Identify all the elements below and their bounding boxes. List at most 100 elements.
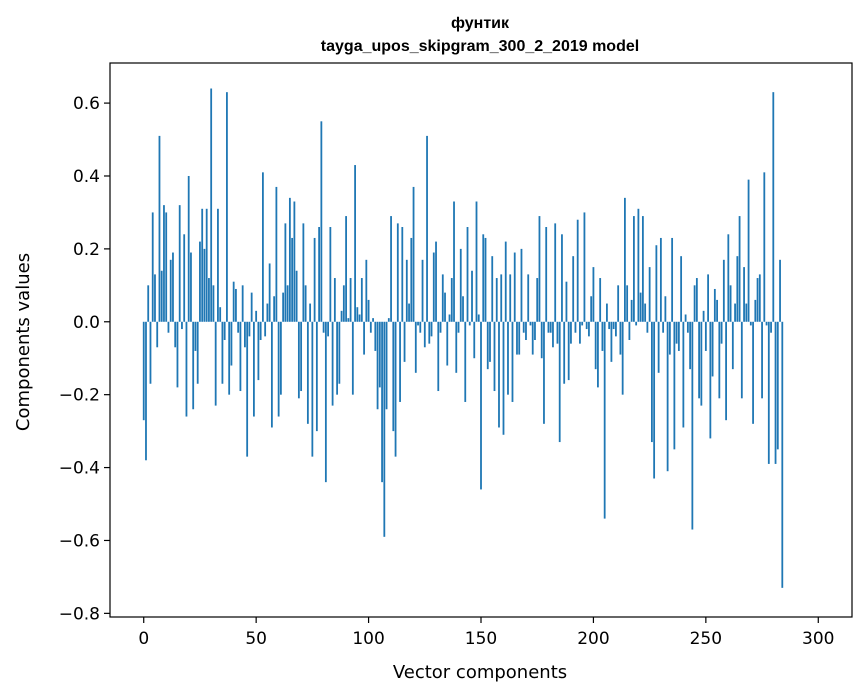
bar-component-97 bbox=[360, 278, 363, 322]
bar-component-204 bbox=[601, 321, 604, 351]
y-tick-label: 0.6 bbox=[73, 94, 100, 114]
bar-component-184 bbox=[556, 321, 559, 344]
bar-component-224 bbox=[646, 321, 649, 333]
bar-component-126 bbox=[426, 135, 428, 322]
bar-component-210 bbox=[615, 321, 617, 337]
bar-component-34 bbox=[219, 307, 222, 322]
bar-component-54 bbox=[264, 321, 267, 337]
bar-component-36 bbox=[223, 321, 226, 340]
plot-frame bbox=[109, 62, 853, 618]
bar-component-170 bbox=[525, 321, 527, 340]
bar-component-222 bbox=[641, 216, 644, 322]
bar-component-255 bbox=[716, 299, 718, 322]
bar-component-209 bbox=[612, 321, 615, 330]
bar-component-104 bbox=[376, 321, 379, 410]
bar-component-247 bbox=[698, 321, 700, 399]
bar-component-278 bbox=[767, 321, 770, 464]
bar-component-140 bbox=[457, 321, 460, 333]
bar-component-168 bbox=[520, 248, 523, 322]
bar-component-150 bbox=[480, 321, 482, 490]
y-tick-label: 0.2 bbox=[73, 240, 100, 260]
bar-component-50 bbox=[255, 310, 258, 322]
bar-component-37 bbox=[226, 92, 228, 322]
bar-component-74 bbox=[309, 303, 312, 322]
bar-component-230 bbox=[659, 237, 662, 322]
bar-component-3 bbox=[149, 321, 152, 384]
bar-component-157 bbox=[495, 278, 498, 322]
bar-component-174 bbox=[534, 321, 536, 340]
bar-component-271 bbox=[752, 321, 754, 424]
x-tick-label: 250 bbox=[690, 629, 722, 649]
bar-component-165 bbox=[513, 252, 516, 322]
bar-component-188 bbox=[565, 281, 568, 322]
bar-component-86 bbox=[336, 321, 338, 395]
bar-component-262 bbox=[731, 321, 734, 370]
bar-component-133 bbox=[441, 274, 444, 322]
bar-component-116 bbox=[403, 321, 406, 362]
bar-component-24 bbox=[196, 321, 199, 384]
bar-component-129 bbox=[432, 252, 435, 322]
bar-component-242 bbox=[686, 321, 689, 333]
bar-component-33 bbox=[217, 208, 219, 322]
y-axis-ticks: −0.8 −0.6 −0.4 −0.2 0.0 0.2 0.4 0.6 bbox=[59, 94, 110, 624]
bar-component-113 bbox=[396, 223, 399, 322]
bar-component-103 bbox=[374, 321, 377, 351]
bar-component-12 bbox=[169, 259, 172, 322]
bar-component-219 bbox=[635, 321, 638, 326]
bar-component-8 bbox=[160, 270, 163, 322]
bar-component-30 bbox=[210, 88, 213, 322]
bar-component-27 bbox=[203, 248, 206, 322]
bar-component-282 bbox=[776, 321, 779, 450]
bar-component-40 bbox=[232, 281, 235, 322]
bar-component-279 bbox=[770, 321, 772, 333]
bar-component-172 bbox=[529, 321, 532, 326]
bar-component-206 bbox=[606, 303, 608, 322]
bar-component-151 bbox=[482, 234, 485, 322]
bar-component-217 bbox=[630, 299, 633, 322]
bar-component-106 bbox=[381, 321, 383, 483]
bar-component-208 bbox=[610, 321, 613, 362]
bar-component-176 bbox=[538, 216, 541, 322]
bar-component-248 bbox=[700, 321, 703, 406]
bar-component-183 bbox=[554, 223, 557, 322]
bar-component-194 bbox=[579, 321, 581, 344]
bar-component-251 bbox=[707, 274, 709, 322]
bar-component-167 bbox=[518, 321, 521, 355]
bar-component-235 bbox=[671, 237, 674, 322]
bar-component-267 bbox=[743, 267, 745, 322]
bar-component-23 bbox=[194, 321, 197, 351]
bar-component-22 bbox=[192, 321, 195, 410]
bar-component-0 bbox=[142, 321, 145, 421]
bar-component-264 bbox=[736, 256, 739, 322]
y-axis-label: Components values bbox=[13, 253, 34, 431]
bar-component-283 bbox=[779, 259, 781, 322]
bar-component-38 bbox=[228, 321, 231, 395]
bar-component-14 bbox=[174, 321, 177, 348]
bar-component-154 bbox=[489, 321, 491, 362]
bar-component-216 bbox=[628, 321, 631, 340]
bar-component-141 bbox=[459, 248, 462, 322]
bar-component-78 bbox=[318, 227, 321, 322]
bar-component-75 bbox=[311, 321, 314, 457]
x-tick-label: 200 bbox=[577, 629, 609, 649]
bar-component-112 bbox=[394, 321, 397, 457]
bar-component-31 bbox=[212, 285, 215, 322]
bar-component-281 bbox=[774, 321, 777, 464]
bar-component-76 bbox=[313, 237, 316, 322]
bar-component-87 bbox=[338, 321, 341, 384]
bar-component-226 bbox=[650, 321, 653, 443]
bar-component-65 bbox=[288, 197, 291, 322]
bar-component-125 bbox=[423, 321, 426, 348]
bar-component-51 bbox=[257, 321, 260, 381]
bar-component-57 bbox=[270, 321, 273, 428]
bar-component-153 bbox=[486, 321, 489, 370]
bar-component-203 bbox=[599, 278, 602, 322]
bar-component-11 bbox=[167, 321, 170, 333]
bar-component-84 bbox=[331, 321, 334, 406]
bar-component-254 bbox=[713, 288, 716, 322]
bar-component-17 bbox=[181, 321, 183, 330]
bar-component-158 bbox=[498, 321, 500, 428]
bar-component-69 bbox=[297, 321, 300, 399]
bar-component-178 bbox=[543, 321, 545, 424]
bar-component-32 bbox=[214, 321, 217, 406]
